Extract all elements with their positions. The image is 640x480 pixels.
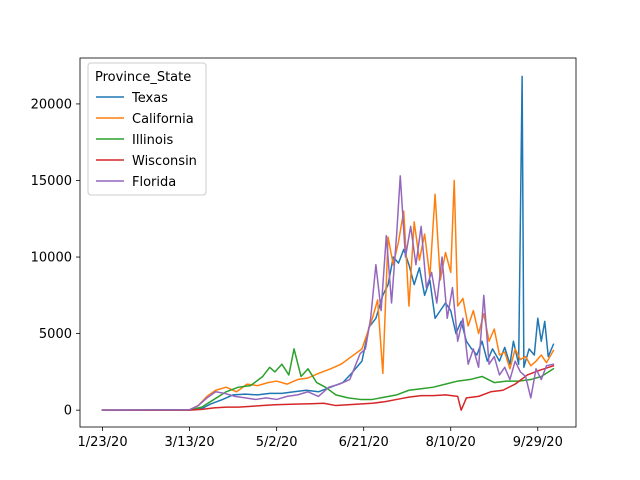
x-tick-label: 5/2/20 <box>256 435 298 450</box>
legend-title: Province_State <box>95 70 191 85</box>
series-line-california <box>101 179 555 411</box>
legend-label-texas: Texas <box>131 91 168 106</box>
legend: Province_State Texas California Illinois Wi… <box>87 62 207 196</box>
plot-frame <box>79 57 577 428</box>
y-tick-label: 10000 <box>31 251 72 266</box>
legend-label-florida: Florida <box>132 175 176 190</box>
series-layer <box>101 75 555 411</box>
y-tick-label: 0 <box>64 404 72 419</box>
legend-label-illinois: Illinois <box>132 133 173 148</box>
y-tick-label: 15000 <box>31 174 72 189</box>
x-tick-label: 9/29/20 <box>513 435 563 450</box>
x-tick-label: 3/13/20 <box>165 435 215 450</box>
y-tick-label: 5000 <box>39 327 72 342</box>
series-line-texas <box>101 75 555 411</box>
series-line-illinois <box>101 348 555 411</box>
y-tick-label: 20000 <box>31 97 72 112</box>
legend-box <box>87 62 207 196</box>
series-line-florida <box>101 175 555 411</box>
x-tick-label: 8/10/20 <box>426 435 476 450</box>
x-tick-label: 1/23/20 <box>77 435 127 450</box>
legend-label-california: California <box>132 112 194 127</box>
axes-layer: 1/23/20 3/13/20 5/2/20 6/21/20 8/10/20 9/29/2… <box>31 57 577 450</box>
legend-items: Texas California Illinois Wisconsin Florida <box>96 91 197 190</box>
series-line-wisconsin <box>101 364 555 411</box>
x-tick-label: 6/21/20 <box>339 435 389 450</box>
legend-label-wisconsin: Wisconsin <box>132 154 197 169</box>
